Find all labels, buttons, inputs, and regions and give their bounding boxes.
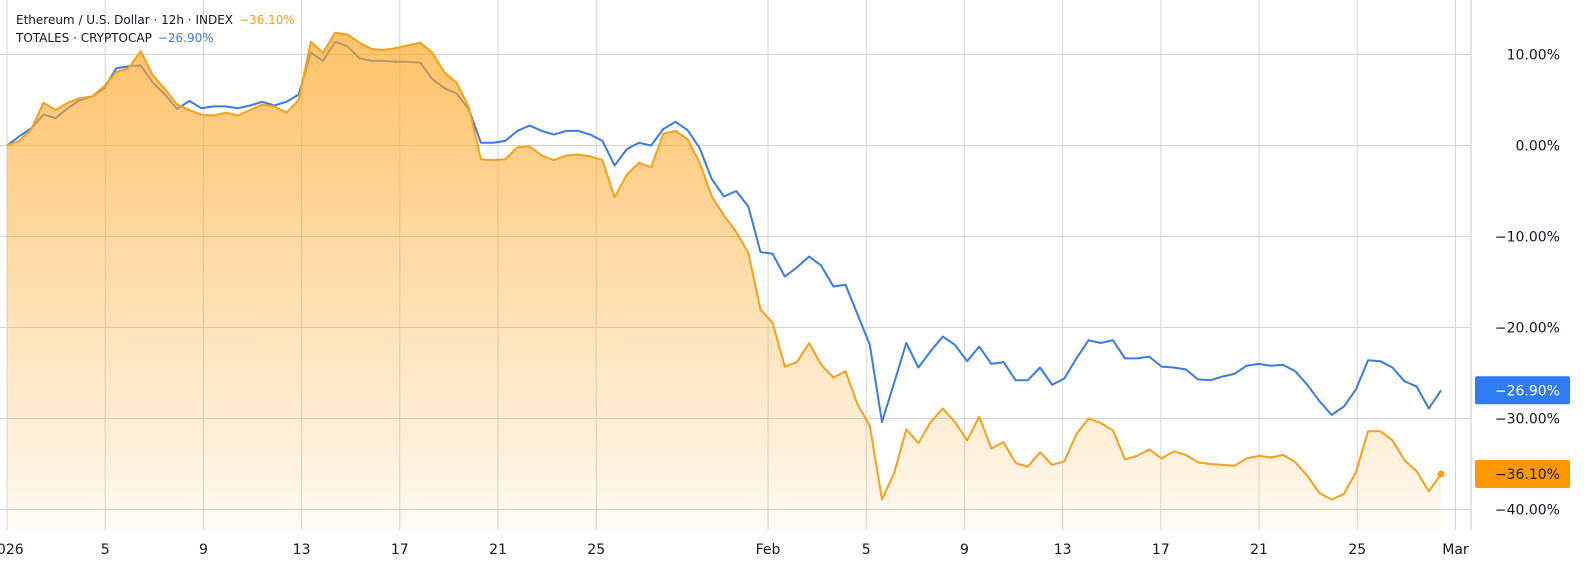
eth-last-value-label: −36.10% bbox=[1495, 467, 1560, 483]
eth-point bbox=[1437, 470, 1445, 478]
y-tick-label: −40.00% bbox=[1495, 503, 1560, 519]
series-layer bbox=[6, 31, 1445, 530]
legend: Ethereum / U.S. Dollar · 12h · INDEX −36.… bbox=[16, 11, 295, 47]
x-tick-label: 5 bbox=[101, 542, 110, 558]
y-tick-label: −30.00% bbox=[1495, 412, 1560, 428]
y-tick-label: 10.00% bbox=[1507, 48, 1560, 64]
legend-label-eth: Ethereum / U.S. Dollar · 12h · INDEX bbox=[16, 13, 233, 27]
x-tick-label: 5 bbox=[862, 542, 871, 558]
x-tick-label: 25 bbox=[1348, 542, 1366, 558]
legend-value-totales: −26.90% bbox=[157, 31, 214, 45]
totales-last-value-label: −26.90% bbox=[1495, 383, 1560, 399]
x-tick-label: 17 bbox=[391, 542, 409, 558]
x-tick-label: 2026 bbox=[0, 542, 24, 558]
x-tick-label: 25 bbox=[587, 542, 605, 558]
x-tick-label: 13 bbox=[1054, 542, 1072, 558]
y-tick-label: 0.00% bbox=[1516, 139, 1560, 155]
legend-item-eth[interactable]: Ethereum / U.S. Dollar · 12h · INDEX −36.… bbox=[16, 11, 295, 29]
x-tick-label: 9 bbox=[960, 542, 969, 558]
legend-value-eth: −36.10% bbox=[239, 13, 295, 27]
legend-item-totales[interactable]: TOTALES · CRYPTOCAP −26.90% bbox=[16, 29, 295, 47]
x-tick-label: 9 bbox=[199, 542, 208, 558]
x-tick-label: 17 bbox=[1152, 542, 1170, 558]
eth-last-value-badge bbox=[1475, 460, 1570, 489]
eth-line bbox=[6, 31, 1442, 501]
y-tick-label: −10.00% bbox=[1495, 230, 1560, 246]
totales-last-value-badge bbox=[1475, 376, 1570, 405]
x-tick-label: 13 bbox=[293, 542, 311, 558]
x-tick-label: Feb bbox=[756, 542, 781, 558]
x-tick-label: Mar bbox=[1442, 542, 1469, 558]
totales-line bbox=[6, 40, 1442, 424]
eth-area-fill bbox=[7, 32, 1441, 530]
y-tick-label: −20.00% bbox=[1495, 321, 1560, 337]
axes: 10.00% 0.00% −10.00% −20.00% −30.00% −40.00% 2… bbox=[0, 0, 1570, 558]
x-tick-label: 21 bbox=[489, 542, 507, 558]
x-tick-label: 21 bbox=[1250, 542, 1268, 558]
legend-label-totales: TOTALES · CRYPTOCAP bbox=[16, 31, 152, 45]
